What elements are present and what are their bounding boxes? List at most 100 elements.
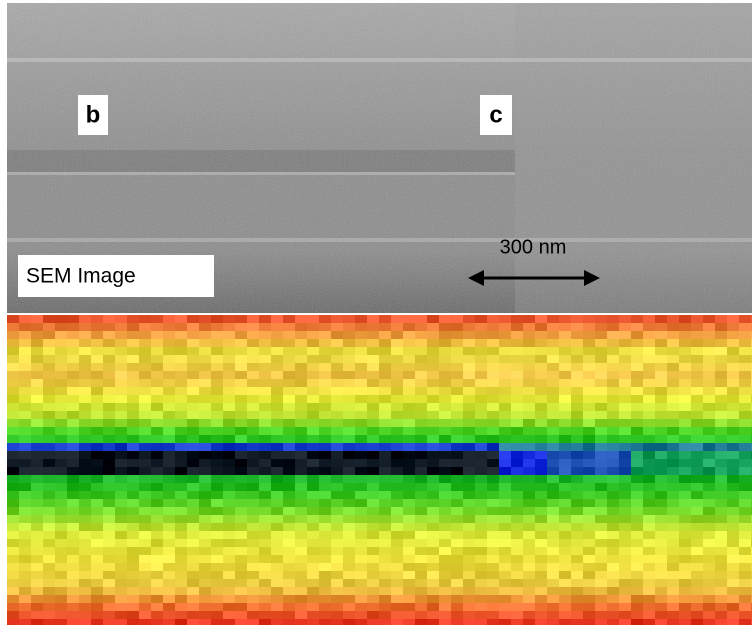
heatmap-pixel xyxy=(43,323,55,331)
heatmap-pixel xyxy=(631,403,643,411)
heatmap-pixel xyxy=(247,611,259,619)
heatmap-pixel xyxy=(499,379,511,387)
heatmap-pixel xyxy=(499,499,511,507)
heatmap-pixel xyxy=(415,619,427,625)
heatmap-pixel xyxy=(31,475,43,483)
heatmap-pixel xyxy=(115,395,127,403)
heatmap-pixel xyxy=(127,387,139,395)
heatmap-pixel xyxy=(499,323,511,331)
heatmap-pixel xyxy=(331,555,343,563)
heatmap-pixel xyxy=(115,483,127,491)
heatmap-pixel xyxy=(343,603,355,611)
heatmap-pixel xyxy=(19,387,31,395)
heatmap-pixel xyxy=(199,563,211,571)
heatmap-pixel xyxy=(319,595,331,603)
heatmap-pixel xyxy=(487,491,499,499)
heatmap-pixel xyxy=(475,355,487,363)
heatmap-pixel xyxy=(463,571,475,579)
heatmap-pixel xyxy=(475,427,487,435)
heatmap-pixel xyxy=(259,331,271,339)
heatmap-pixel xyxy=(571,499,583,507)
heatmap-pixel xyxy=(259,499,271,507)
heatmap-pixel xyxy=(127,539,139,547)
heatmap-pixel xyxy=(91,387,103,395)
heatmap-pixel xyxy=(235,523,247,531)
heatmap-pixel xyxy=(91,571,103,579)
heatmap-pixel xyxy=(691,323,703,331)
heatmap-pixel xyxy=(607,443,619,451)
heatmap-pixel xyxy=(571,339,583,347)
heatmap-pixel xyxy=(475,579,487,587)
heatmap-pixel xyxy=(343,507,355,515)
heatmap-pixel xyxy=(67,419,79,427)
heatmap-pixel xyxy=(379,403,391,411)
heatmap-pixel xyxy=(439,475,451,483)
heatmap-pixel xyxy=(631,515,643,523)
heatmap-pixel xyxy=(415,531,427,539)
heatmap-pixel xyxy=(607,595,619,603)
heatmap-pixel xyxy=(415,579,427,587)
heatmap-pixel xyxy=(523,467,535,475)
heatmap-pixel xyxy=(667,547,679,555)
heatmap-pixel xyxy=(559,611,571,619)
heatmap-pixel xyxy=(571,555,583,563)
heatmap-pixel xyxy=(295,363,307,371)
heatmap-pixel xyxy=(55,363,67,371)
heatmap-pixel xyxy=(271,451,283,459)
heatmap-pixel xyxy=(295,483,307,491)
heatmap-pixel xyxy=(7,419,19,427)
heatmap-pixel xyxy=(7,435,19,443)
heatmap-pixel xyxy=(283,395,295,403)
heatmap-pixel xyxy=(403,563,415,571)
heatmap-pixel xyxy=(739,603,751,611)
heatmap-pixel xyxy=(307,339,319,347)
heatmap-pixel xyxy=(31,363,43,371)
heatmap-pixel xyxy=(271,315,283,323)
heatmap-pixel xyxy=(559,571,571,579)
heatmap-pixel xyxy=(403,315,415,323)
heatmap-pixel xyxy=(43,315,55,323)
heatmap-pixel xyxy=(367,347,379,355)
heatmap-pixel xyxy=(739,563,751,571)
heatmap-pixel xyxy=(415,323,427,331)
heatmap-pixel xyxy=(67,435,79,443)
heatmap-pixel xyxy=(187,435,199,443)
heatmap-pixel xyxy=(679,491,691,499)
heatmap-pixel xyxy=(307,435,319,443)
heatmap-pixel xyxy=(451,475,463,483)
heatmap-pixel xyxy=(259,387,271,395)
heatmap-pixel xyxy=(151,595,163,603)
heatmap-pixel xyxy=(295,403,307,411)
heatmap-pixel xyxy=(271,459,283,467)
heatmap-pixel xyxy=(739,363,751,371)
heatmap-pixel xyxy=(667,427,679,435)
heatmap-pixel xyxy=(343,451,355,459)
heatmap-pixel xyxy=(103,491,115,499)
heatmap-pixel xyxy=(247,459,259,467)
heatmap-pixel xyxy=(7,603,19,611)
heatmap-pixel xyxy=(691,451,703,459)
heatmap-pixel xyxy=(619,371,631,379)
heatmap-pixel xyxy=(55,475,67,483)
heatmap-pixel xyxy=(643,323,655,331)
heatmap-pixel xyxy=(535,531,547,539)
heatmap-pixel xyxy=(487,539,499,547)
heatmap-pixel xyxy=(139,395,151,403)
heatmap-pixel xyxy=(427,395,439,403)
heatmap-pixel xyxy=(595,387,607,395)
heatmap-pixel xyxy=(55,483,67,491)
heatmap-pixel xyxy=(187,371,199,379)
heatmap-pixel xyxy=(247,595,259,603)
heatmap-pixel xyxy=(151,451,163,459)
heatmap-pixel xyxy=(103,579,115,587)
heatmap-pixel xyxy=(295,611,307,619)
heatmap-pixel xyxy=(451,427,463,435)
heatmap-pixel xyxy=(391,571,403,579)
heatmap-pixel xyxy=(367,587,379,595)
heatmap-pixel xyxy=(199,315,211,323)
heatmap-pixel xyxy=(403,467,415,475)
heatmap-pixel xyxy=(739,379,751,387)
heatmap-pixel xyxy=(427,483,439,491)
heatmap-pixel xyxy=(511,595,523,603)
heatmap-pixel xyxy=(67,451,79,459)
